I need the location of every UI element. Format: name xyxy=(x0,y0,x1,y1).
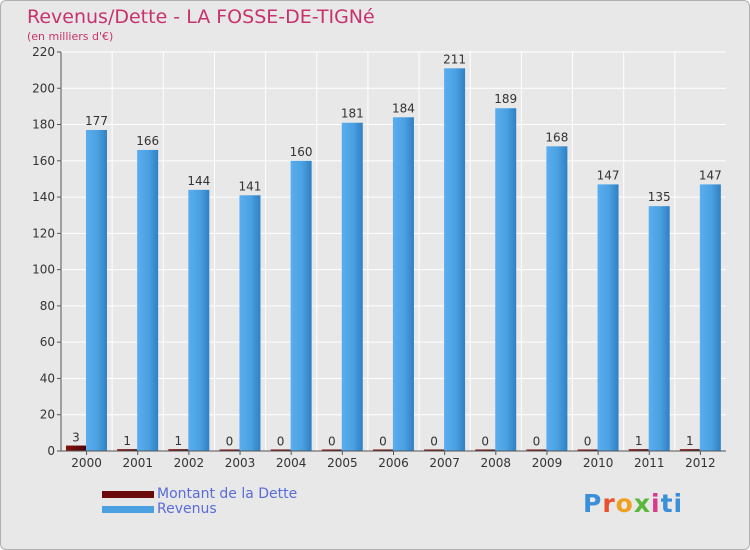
y-tick-label-40: 40 xyxy=(40,371,55,385)
data-label-revenus-2004: 160 xyxy=(290,145,313,159)
data-label-dette-2009: 0 xyxy=(533,435,541,449)
bar-revenus-2001 xyxy=(137,149,159,451)
data-label-dette-2004: 0 xyxy=(277,435,285,449)
bar-dette-2011 xyxy=(628,449,649,451)
y-tick-label-60: 60 xyxy=(40,335,55,349)
legend-label-revenus: Revenus xyxy=(157,501,217,517)
bar-revenus-2011 xyxy=(648,206,670,451)
data-label-revenus-2002: 144 xyxy=(187,174,210,188)
x-tick-label-2006: 2006 xyxy=(378,456,409,470)
bar-revenus-2012 xyxy=(699,184,721,452)
x-tick-label-2010: 2010 xyxy=(583,456,614,470)
data-label-dette-2005: 0 xyxy=(328,435,336,449)
x-tick-label-2001: 2001 xyxy=(122,456,153,470)
data-label-revenus-2012: 147 xyxy=(699,168,722,182)
data-label-revenus-2008: 189 xyxy=(494,92,517,106)
bar-dette-2005 xyxy=(321,449,342,451)
y-tick-label-0: 0 xyxy=(47,444,55,458)
proxiti-logo: Proxiti xyxy=(583,489,684,518)
x-tick-label-2008: 2008 xyxy=(481,456,512,470)
data-label-revenus-2007: 211 xyxy=(443,52,466,66)
data-label-dette-2000: 3 xyxy=(72,431,80,445)
bar-revenus-2003 xyxy=(239,195,261,451)
bar-dette-2008 xyxy=(475,449,496,451)
x-tick-label-2012: 2012 xyxy=(685,456,716,470)
data-label-dette-2007: 0 xyxy=(430,435,438,449)
x-tick-label-2000: 2000 xyxy=(71,456,102,470)
data-label-revenus-2005: 181 xyxy=(341,107,364,121)
y-tick-label-120: 120 xyxy=(32,226,55,240)
data-label-dette-2012: 1 xyxy=(686,434,694,448)
data-label-dette-2001: 1 xyxy=(123,434,131,448)
data-label-revenus-2000: 177 xyxy=(85,114,108,128)
bar-dette-2004 xyxy=(270,449,291,451)
bar-revenus-2010 xyxy=(597,184,619,452)
data-label-revenus-2003: 141 xyxy=(239,179,262,193)
bar-revenus-2000 xyxy=(86,129,107,451)
bar-revenus-2004 xyxy=(290,160,312,451)
data-label-dette-2010: 0 xyxy=(584,435,592,449)
bar-dette-2000 xyxy=(66,445,86,451)
y-tick-label-160: 160 xyxy=(32,154,55,168)
bar-revenus-2007 xyxy=(444,68,466,451)
y-tick-label-200: 200 xyxy=(32,81,55,95)
data-label-revenus-2009: 168 xyxy=(545,130,568,144)
legend-label-dette: Montant de la Dette xyxy=(157,486,298,502)
data-label-dette-2002: 1 xyxy=(174,434,182,448)
y-tick-label-80: 80 xyxy=(40,299,55,313)
chart-subtitle: (en milliers d'€) xyxy=(27,30,114,43)
x-tick-label-2003: 2003 xyxy=(225,456,256,470)
bar-revenus-2002 xyxy=(188,189,210,451)
y-tick-label-220: 220 xyxy=(32,45,55,59)
bar-dette-2007 xyxy=(424,449,445,451)
bar-revenus-2008 xyxy=(495,108,517,452)
bar-dette-2010 xyxy=(577,449,598,451)
legend-swatch-dette xyxy=(102,491,154,498)
y-tick-label-180: 180 xyxy=(32,118,55,132)
x-tick-label-2011: 2011 xyxy=(634,456,665,470)
legend-swatch-revenus xyxy=(102,506,154,513)
data-label-revenus-2010: 147 xyxy=(597,168,620,182)
x-tick-label-2002: 2002 xyxy=(174,456,205,470)
bar-dette-2012 xyxy=(679,449,700,451)
y-tick-label-20: 20 xyxy=(40,408,55,422)
bar-dette-2006 xyxy=(372,449,393,451)
data-label-dette-2006: 0 xyxy=(379,435,387,449)
data-label-dette-2011: 1 xyxy=(635,434,643,448)
x-tick-label-2009: 2009 xyxy=(532,456,563,470)
data-label-dette-2003: 0 xyxy=(226,435,234,449)
data-label-revenus-2006: 184 xyxy=(392,101,415,115)
y-tick-label-100: 100 xyxy=(32,263,55,277)
chart-title: Revenus/Dette - LA FOSSE-DE-TIGNé xyxy=(27,6,375,28)
x-tick-label-2007: 2007 xyxy=(429,456,460,470)
bar-revenus-2009 xyxy=(546,146,568,452)
data-label-dette-2008: 0 xyxy=(481,435,489,449)
x-tick-label-2005: 2005 xyxy=(327,456,358,470)
bar-revenus-2005 xyxy=(341,122,363,452)
y-tick-label-140: 140 xyxy=(32,190,55,204)
bar-dette-2001 xyxy=(117,449,138,451)
bar-revenus-2006 xyxy=(392,117,414,452)
bar-dette-2002 xyxy=(168,449,189,451)
data-label-revenus-2001: 166 xyxy=(136,134,159,148)
x-tick-label-2004: 2004 xyxy=(276,456,307,470)
data-label-revenus-2011: 135 xyxy=(648,190,671,204)
bar-dette-2009 xyxy=(526,449,547,451)
bar-dette-2003 xyxy=(219,449,240,451)
